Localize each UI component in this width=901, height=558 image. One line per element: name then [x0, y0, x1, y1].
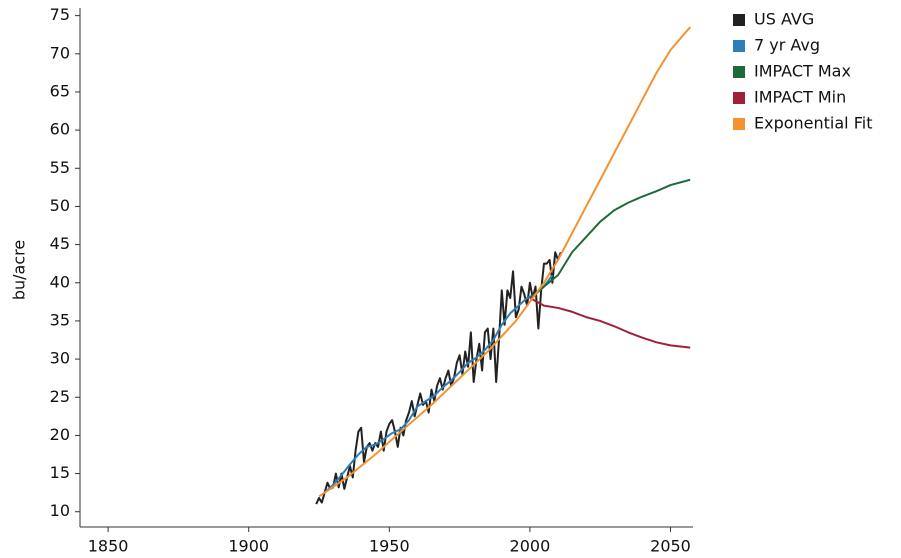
series-line	[529, 297, 691, 349]
series-line	[315, 251, 562, 505]
legend-swatch	[733, 40, 745, 52]
x-tick-label: 2050	[650, 537, 691, 556]
legend-label: IMPACT Min	[754, 88, 846, 107]
y-tick-label: 25	[50, 387, 70, 406]
y-tick-label: 60	[50, 120, 70, 139]
legend-label: 7 yr Avg	[754, 36, 820, 55]
legend-swatch	[733, 92, 745, 104]
y-tick-label: 15	[50, 463, 70, 482]
x-tick-label: 2000	[510, 537, 551, 556]
y-tick-label: 50	[50, 196, 70, 215]
y-tick-label: 10	[50, 501, 70, 520]
legend-swatch	[733, 118, 745, 130]
legend-label: US AVG	[754, 10, 814, 29]
x-tick-label: 1900	[228, 537, 269, 556]
x-tick-label: 1850	[88, 537, 129, 556]
legend-label: Exponential Fit	[754, 114, 872, 133]
legend-swatch	[733, 66, 745, 78]
series-line	[529, 178, 691, 299]
y-tick-label: 70	[50, 43, 70, 62]
legend-label: IMPACT Max	[754, 62, 851, 81]
series-line	[318, 26, 691, 498]
legend-swatch	[733, 14, 745, 26]
y-tick-label: 35	[50, 310, 70, 329]
x-tick-label: 1950	[369, 537, 410, 556]
y-tick-label: 45	[50, 234, 70, 253]
y-tick-label: 65	[50, 81, 70, 100]
series-line	[323, 274, 554, 494]
y-tick-label: 40	[50, 272, 70, 291]
y-tick-label: 75	[50, 5, 70, 24]
y-tick-label: 55	[50, 158, 70, 177]
y-tick-label: 30	[50, 349, 70, 368]
y-tick-label: 20	[50, 425, 70, 444]
y-axis-label: bu/acre	[10, 240, 29, 300]
